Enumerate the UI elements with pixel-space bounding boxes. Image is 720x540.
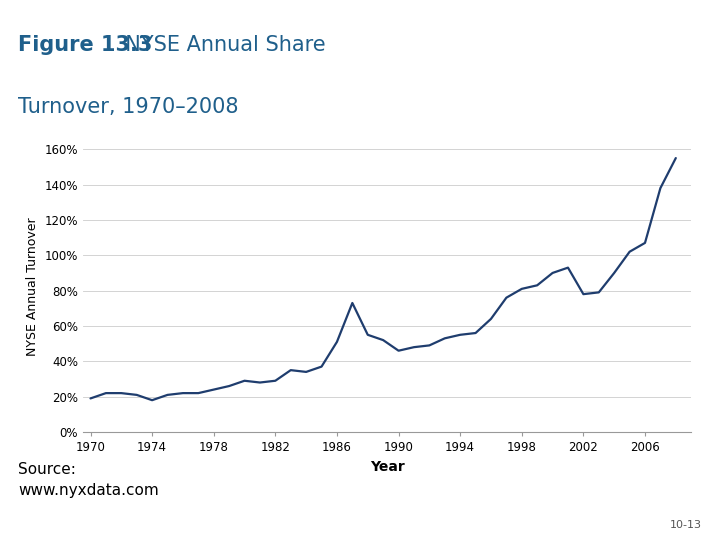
Text: NYSE Annual Share: NYSE Annual Share [112,35,325,55]
Polygon shape [677,0,720,124]
X-axis label: Year: Year [369,460,405,474]
Polygon shape [324,0,540,124]
Text: 10-13: 10-13 [670,520,702,530]
Text: Figure 13.3: Figure 13.3 [18,35,153,55]
Polygon shape [418,0,605,124]
Text: Turnover, 1970–2008: Turnover, 1970–2008 [18,97,238,117]
Text: Source:
www.nyxdata.com: Source: www.nyxdata.com [18,462,158,498]
Y-axis label: NYSE Annual Turnover: NYSE Annual Turnover [26,217,39,355]
Polygon shape [482,0,720,124]
Polygon shape [598,0,720,124]
